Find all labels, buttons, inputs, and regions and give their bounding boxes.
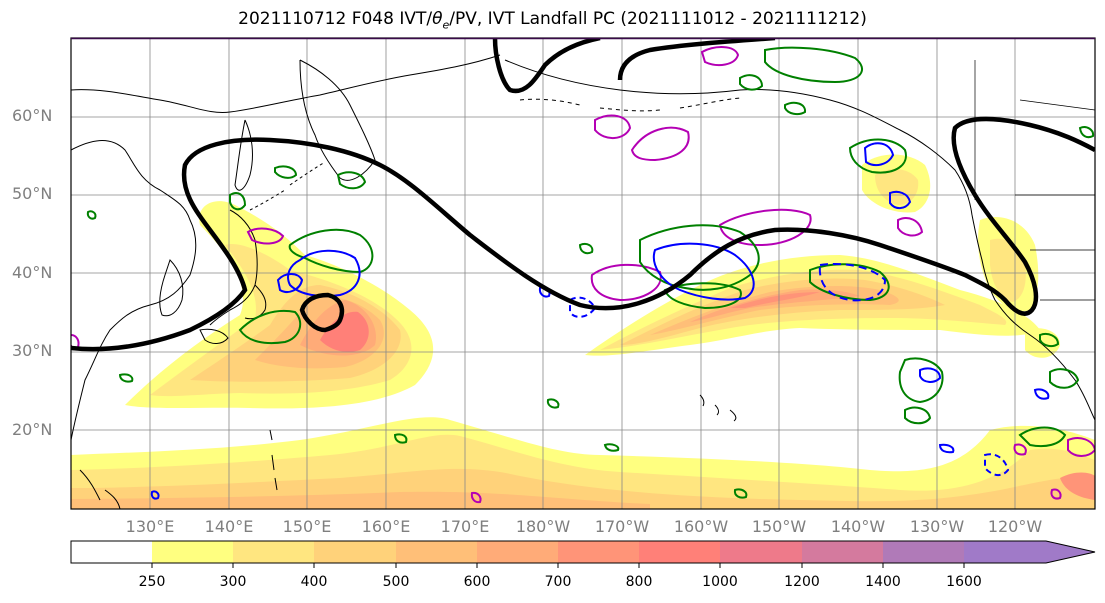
lat-label-50n: 50°N xyxy=(12,184,53,203)
colorbar-tick-600: 600 xyxy=(463,574,491,590)
colorbar-tick-400: 400 xyxy=(300,574,328,590)
graticule xyxy=(71,38,1095,509)
colorbar-tick-1000: 1000 xyxy=(702,574,738,590)
colorbar-tick-250: 250 xyxy=(138,574,166,590)
pc-contours xyxy=(71,38,1095,352)
colorbar-tick-500: 500 xyxy=(382,574,410,590)
colorbar-tick-1200: 1200 xyxy=(784,574,820,590)
colorbar-tick-700: 700 xyxy=(544,574,572,590)
lat-label-30n: 30°N xyxy=(12,341,53,360)
colorbar-tick-300: 300 xyxy=(219,574,247,590)
lon-label-140w: 140°W xyxy=(830,517,886,536)
lon-label-170e: 170°E xyxy=(440,517,490,536)
colorbar-tick-1400: 1400 xyxy=(865,574,901,590)
map-background xyxy=(71,38,1095,509)
lat-label-20n: 20°N xyxy=(12,420,53,439)
lat-label-40n: 40°N xyxy=(12,263,53,282)
lon-label-150w: 150°W xyxy=(751,517,807,536)
lat-label-60n: 60°N xyxy=(12,106,53,125)
ivt-shading xyxy=(71,154,1095,509)
lon-label-170w: 170°W xyxy=(594,517,650,536)
colorbar xyxy=(70,540,1096,568)
lon-label-180w: 180°W xyxy=(515,517,571,536)
colorbar-tick-800: 800 xyxy=(625,574,653,590)
map-title: 2021110712 F048 IVT/θe/PV, IVT Landfall … xyxy=(238,9,867,32)
lon-label-160w: 160°W xyxy=(673,517,729,536)
lon-label-130w: 130°W xyxy=(909,517,965,536)
lon-label-140e: 140°E xyxy=(204,517,254,536)
blue-contours xyxy=(150,142,1050,500)
lon-label-160e: 160°E xyxy=(361,517,411,536)
lon-label-120w: 120°W xyxy=(987,517,1043,536)
colorbar-tick-1600: 1600 xyxy=(946,574,982,590)
lon-label-130e: 130°E xyxy=(125,517,175,536)
lon-label-150e: 150°E xyxy=(282,517,332,536)
